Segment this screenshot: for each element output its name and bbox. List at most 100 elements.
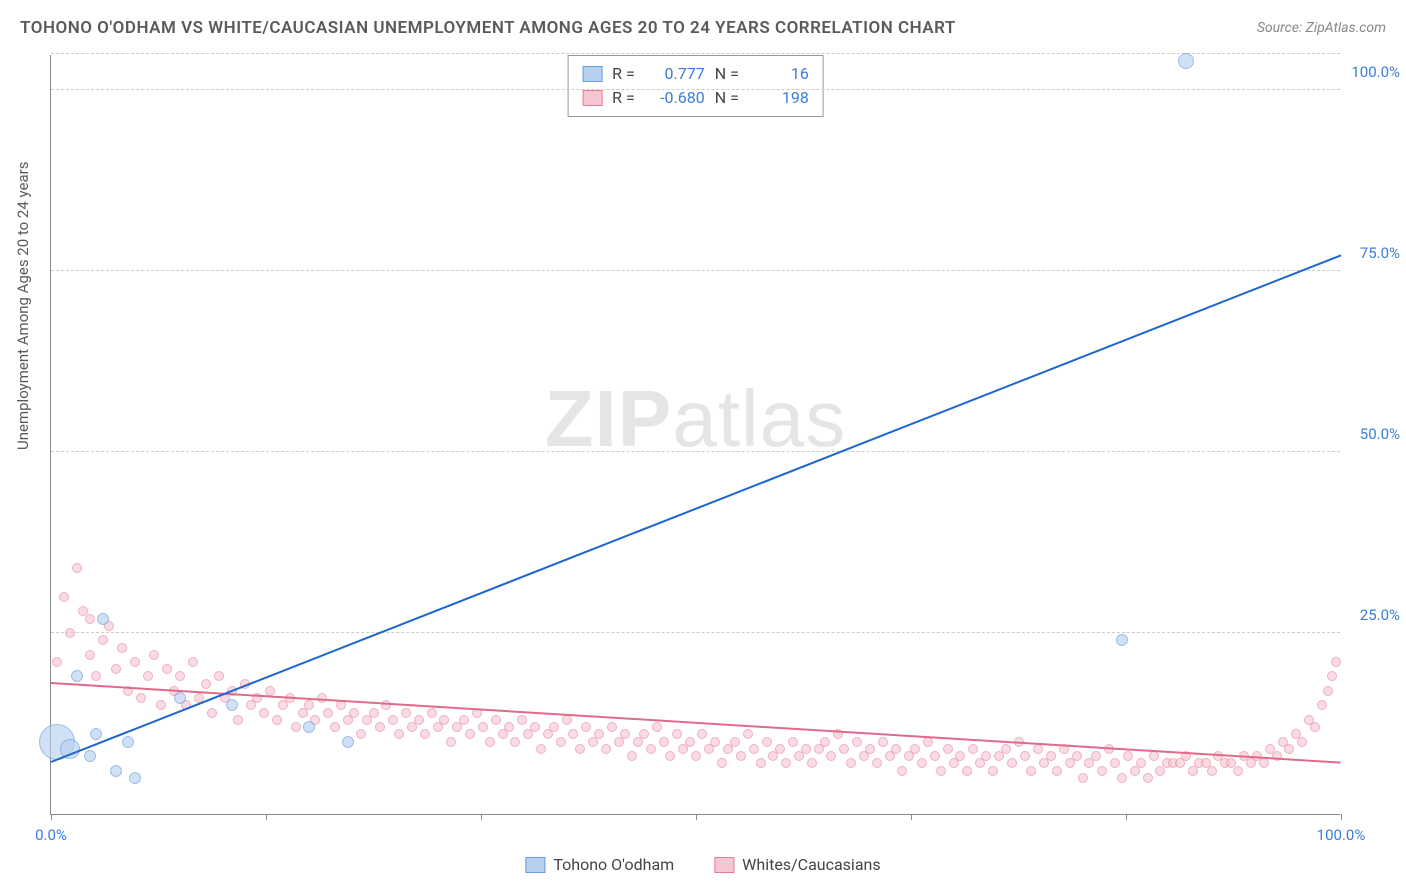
data-point <box>291 722 301 732</box>
data-point <box>1331 657 1341 667</box>
data-point <box>872 758 882 768</box>
data-point <box>504 722 514 732</box>
data-point <box>1001 744 1011 754</box>
data-point <box>446 737 456 747</box>
data-point <box>342 736 354 748</box>
data-point <box>556 737 566 747</box>
watermark-bold: ZIP <box>545 374 672 463</box>
x-tick <box>481 814 482 820</box>
data-point <box>665 751 675 761</box>
data-point <box>839 744 849 754</box>
legend-label-tohono: Tohono O'odham <box>553 855 674 874</box>
chart-title: TOHONO O'ODHAM VS WHITE/CAUCASIAN UNEMPL… <box>20 18 956 38</box>
bottom-legend: Tohono O'odham Whites/Caucasians <box>525 855 880 874</box>
data-point <box>930 751 940 761</box>
data-point <box>955 751 965 761</box>
x-tick <box>911 814 912 820</box>
data-point <box>1007 758 1017 768</box>
legend-item-whites: Whites/Caucasians <box>714 855 880 874</box>
chart-container: TOHONO O'ODHAM VS WHITE/CAUCASIAN UNEMPL… <box>0 0 1406 892</box>
y-tick-label: 50.0% <box>1360 425 1400 443</box>
data-point <box>672 729 682 739</box>
legend-item-tohono: Tohono O'odham <box>525 855 674 874</box>
data-point <box>743 729 753 739</box>
data-point <box>575 744 585 754</box>
data-point <box>749 744 759 754</box>
data-point <box>117 643 127 653</box>
data-point <box>846 758 856 768</box>
data-point <box>156 700 166 710</box>
gridline <box>51 53 1340 54</box>
data-point <box>1327 671 1337 681</box>
data-point <box>71 670 83 682</box>
data-point <box>852 737 862 747</box>
data-point <box>807 758 817 768</box>
gridline <box>51 270 1340 271</box>
data-point <box>349 708 359 718</box>
gridline <box>51 451 1340 452</box>
data-point <box>581 722 591 732</box>
data-point <box>369 708 379 718</box>
data-point <box>401 708 411 718</box>
data-point <box>394 729 404 739</box>
data-point <box>98 635 108 645</box>
data-point <box>1052 766 1062 776</box>
data-point <box>536 744 546 754</box>
data-point <box>1317 700 1327 710</box>
data-point <box>936 766 946 776</box>
data-point <box>730 737 740 747</box>
data-point <box>891 744 901 754</box>
trend-line <box>51 255 1342 764</box>
data-point <box>897 766 907 776</box>
x-tick <box>696 814 697 820</box>
data-point <box>762 737 772 747</box>
data-point <box>175 671 185 681</box>
data-point <box>652 722 662 732</box>
data-point <box>388 715 398 725</box>
data-point <box>1297 737 1307 747</box>
data-point <box>1149 751 1159 761</box>
data-point <box>988 766 998 776</box>
data-point <box>122 736 134 748</box>
gridline <box>51 632 1340 633</box>
data-point <box>136 693 146 703</box>
data-point <box>1097 766 1107 776</box>
data-point <box>1310 722 1320 732</box>
data-point <box>162 664 172 674</box>
data-point <box>149 650 159 660</box>
data-point <box>756 758 766 768</box>
x-tick <box>266 814 267 820</box>
swatch-tohono-icon <box>525 857 545 873</box>
data-point <box>1033 744 1043 754</box>
data-point <box>1072 751 1082 761</box>
y-tick-label: 100.0% <box>1351 63 1400 81</box>
data-point <box>1207 766 1217 776</box>
data-point <box>485 737 495 747</box>
data-point <box>414 715 424 725</box>
data-point <box>568 729 578 739</box>
data-point <box>491 715 501 725</box>
data-point <box>59 592 69 602</box>
data-point <box>85 650 95 660</box>
data-point <box>917 758 927 768</box>
data-point <box>1123 751 1133 761</box>
data-point <box>439 715 449 725</box>
data-point <box>1323 686 1333 696</box>
data-point <box>1178 53 1194 69</box>
plot-area: ZIPatlas R = 0.777 N = 16 R = -0.680 N =… <box>50 55 1340 815</box>
stats-box: R = 0.777 N = 16 R = -0.680 N = 198 <box>567 55 824 117</box>
data-point <box>330 722 340 732</box>
data-point <box>697 729 707 739</box>
data-point <box>601 744 611 754</box>
data-point <box>962 766 972 776</box>
data-point <box>97 613 109 625</box>
data-point <box>717 758 727 768</box>
data-point <box>143 671 153 681</box>
data-point <box>90 728 102 740</box>
data-point <box>775 744 785 754</box>
stats-r-tohono: 0.777 <box>645 62 705 86</box>
data-point <box>356 729 366 739</box>
data-point <box>111 664 121 674</box>
data-point <box>272 715 282 725</box>
data-point <box>84 750 96 762</box>
